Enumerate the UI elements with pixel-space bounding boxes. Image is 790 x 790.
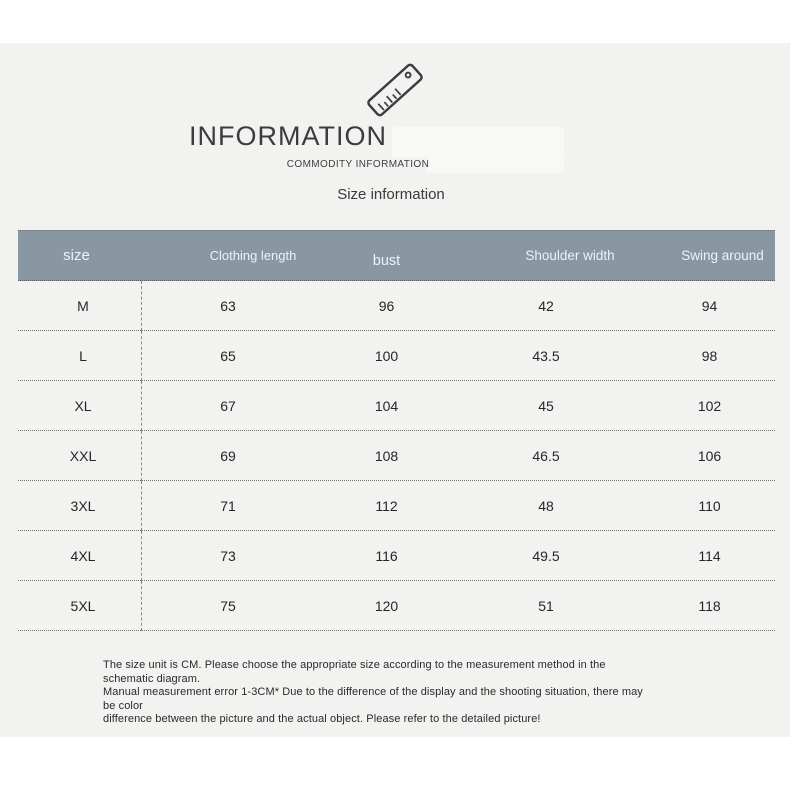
swing-around-cell: 106 <box>697 448 722 464</box>
bust-cell: 96 <box>378 298 395 314</box>
bust-cell: 112 <box>375 498 398 514</box>
clothing-length-cell: 71 <box>220 498 236 514</box>
size-cell: XL <box>11 381 142 431</box>
table-row: 3XL 71 112 48 110 <box>18 481 775 531</box>
shoulder-width-cell: 45 <box>538 398 554 414</box>
size-table: size Clothing length bust Shoulder width… <box>18 230 775 631</box>
size-cell: M <box>11 281 142 331</box>
page-subtitle: COMMODITY INFORMATION <box>286 159 430 170</box>
shoulder-width-cell: 46.5 <box>532 448 560 464</box>
table-row: 5XL 75 120 51 118 <box>18 581 775 631</box>
shoulder-width-cell: 42 <box>538 298 554 314</box>
header-clothing-length: Clothing length <box>209 248 297 263</box>
clothing-length-cell: 65 <box>220 348 236 364</box>
clothing-length-cell: 73 <box>220 548 236 564</box>
header-bust: bust <box>372 252 401 269</box>
swing-around-cell: 102 <box>697 398 722 414</box>
content-panel <box>0 43 790 737</box>
shoulder-width-cell: 43.5 <box>532 348 560 364</box>
size-cell: 3XL <box>11 481 142 531</box>
table-row: L 65 100 43.5 98 <box>18 331 775 381</box>
disclaimer-line: difference between the picture and the a… <box>103 713 541 726</box>
table-row: XL 67 104 45 102 <box>18 381 775 431</box>
clothing-length-cell: 63 <box>220 298 236 314</box>
table-header-row: size Clothing length bust Shoulder width… <box>18 230 775 281</box>
table-row: XXL 69 108 46.5 106 <box>18 431 775 481</box>
swing-around-cell: 110 <box>698 498 721 514</box>
ruler-icon <box>363 63 427 117</box>
disclaimer-line: The size unit is CM. Please choose the a… <box>103 659 606 685</box>
shoulder-width-cell: 48 <box>538 498 554 514</box>
table-row: 4XL 73 116 49.5 114 <box>18 531 775 581</box>
clothing-length-cell: 67 <box>220 398 236 414</box>
size-cell: 4XL <box>11 531 142 581</box>
size-disclaimer: The size unit is CM. Please choose the a… <box>103 659 655 727</box>
size-cell: XXL <box>11 431 142 481</box>
shoulder-width-cell: 51 <box>538 598 554 614</box>
clothing-length-cell: 69 <box>220 448 236 464</box>
header-shoulder-width: Shoulder width <box>525 248 615 263</box>
disclaimer-line: Manual measurement error 1-3CM* Due to t… <box>103 686 643 712</box>
bust-cell: 108 <box>374 448 399 464</box>
size-cell: L <box>11 331 142 381</box>
clothing-length-cell: 75 <box>220 598 236 614</box>
bust-cell: 100 <box>374 348 399 364</box>
section-heading: Size information <box>337 186 445 203</box>
size-cell: 5XL <box>11 581 142 631</box>
page-title: INFORMATION <box>189 121 387 151</box>
header-swing-around: Swing around <box>681 248 764 263</box>
shoulder-width-cell: 49.5 <box>532 548 560 564</box>
background-highlight <box>392 127 564 158</box>
swing-around-cell: 94 <box>701 298 718 314</box>
swing-around-cell: 98 <box>701 348 718 364</box>
background-highlight <box>426 158 564 173</box>
header-size: size <box>63 247 90 264</box>
bust-cell: 104 <box>374 398 399 414</box>
swing-around-cell: 114 <box>698 548 721 564</box>
swing-around-cell: 118 <box>698 598 721 614</box>
bust-cell: 116 <box>375 548 398 564</box>
table-row: M 63 96 42 94 <box>18 281 775 331</box>
bust-cell: 120 <box>374 598 399 614</box>
